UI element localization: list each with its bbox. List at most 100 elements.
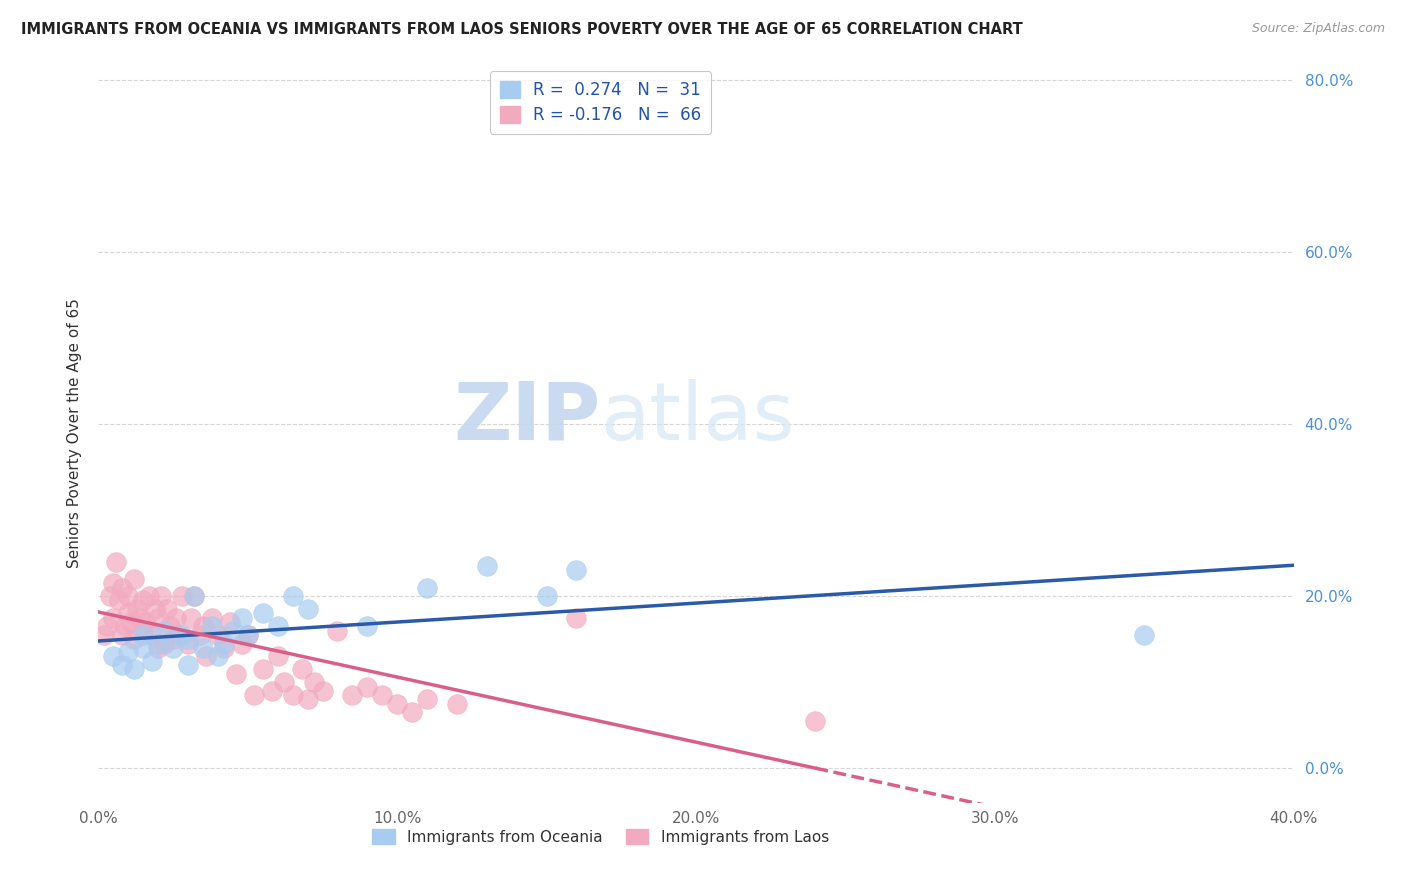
Point [148, 610, 170, 624]
Point [138, 589, 160, 603]
Point [153, 636, 176, 650]
Text: Source: ZipAtlas.com: Source: ZipAtlas.com [1251, 22, 1385, 36]
Point [177, 658, 200, 673]
Point [180, 610, 202, 624]
Point [356, 619, 378, 633]
Point [124, 572, 146, 586]
Point [236, 628, 259, 642]
Point [98, 589, 122, 603]
Point [120, 615, 142, 629]
Point [135, 615, 157, 629]
Point [225, 666, 247, 681]
Point [385, 697, 409, 711]
Point [108, 593, 131, 607]
Point [159, 619, 181, 633]
Point [291, 662, 314, 676]
Point [132, 624, 155, 638]
Legend: Immigrants from Oceania, Immigrants from Laos: Immigrants from Oceania, Immigrants from… [366, 822, 835, 851]
Point [191, 619, 214, 633]
Point [129, 610, 152, 624]
Point [124, 662, 146, 676]
Point [156, 602, 179, 616]
Point [132, 640, 155, 655]
Point [267, 649, 290, 664]
Point [536, 589, 558, 603]
Point [267, 619, 290, 633]
Point [177, 632, 200, 647]
Y-axis label: Seniors Poverty Over the Age of 65: Seniors Poverty Over the Age of 65 [67, 298, 83, 567]
Point [183, 589, 205, 603]
Point [297, 602, 319, 616]
Point [219, 615, 242, 629]
Point [281, 688, 304, 702]
Point [172, 628, 194, 642]
Point [371, 688, 394, 702]
Point [260, 684, 283, 698]
Point [446, 697, 468, 711]
Point [103, 576, 125, 591]
Point [201, 610, 224, 624]
Point [195, 649, 218, 664]
Text: atlas: atlas [600, 379, 794, 457]
Point [297, 692, 319, 706]
Point [222, 624, 245, 638]
Point [114, 619, 136, 633]
Point [141, 654, 163, 668]
Point [207, 649, 229, 664]
Point [326, 624, 349, 638]
Point [401, 706, 423, 720]
Point [191, 640, 214, 655]
Point [117, 589, 139, 603]
Point [127, 602, 149, 616]
Point [475, 559, 498, 574]
Point [111, 628, 134, 642]
Point [148, 636, 170, 650]
Point [212, 640, 235, 655]
Point [1133, 628, 1156, 642]
Point [804, 714, 827, 728]
Point [105, 555, 128, 569]
Point [132, 628, 155, 642]
Point [96, 619, 118, 633]
Point [148, 640, 170, 655]
Point [167, 628, 190, 642]
Point [231, 610, 253, 624]
Point [311, 684, 333, 698]
Point [302, 675, 325, 690]
Point [183, 589, 205, 603]
Point [132, 593, 155, 607]
Point [177, 636, 200, 650]
Point [111, 581, 134, 595]
Point [117, 645, 139, 659]
Point [103, 649, 125, 664]
Point [565, 610, 588, 624]
Point [162, 640, 184, 655]
Point [124, 632, 146, 647]
Point [93, 628, 115, 642]
Point [416, 692, 439, 706]
Point [143, 602, 166, 616]
Point [141, 628, 163, 642]
Point [117, 607, 139, 621]
Point [356, 680, 378, 694]
Point [212, 636, 235, 650]
Point [243, 688, 266, 702]
Point [207, 628, 229, 642]
Point [188, 628, 211, 642]
Point [273, 675, 295, 690]
Text: IMMIGRANTS FROM OCEANIA VS IMMIGRANTS FROM LAOS SENIORS POVERTY OVER THE AGE OF : IMMIGRANTS FROM OCEANIA VS IMMIGRANTS FR… [21, 22, 1022, 37]
Point [416, 581, 439, 595]
Point [565, 563, 588, 577]
Point [165, 610, 187, 624]
Point [172, 589, 194, 603]
Point [281, 589, 304, 603]
Point [342, 688, 364, 702]
Point [111, 658, 134, 673]
Point [201, 619, 224, 633]
Point [103, 610, 125, 624]
Point [231, 636, 253, 650]
Point [153, 624, 176, 638]
Point [236, 628, 259, 642]
Text: ZIP: ZIP [453, 379, 600, 457]
Point [252, 662, 274, 676]
